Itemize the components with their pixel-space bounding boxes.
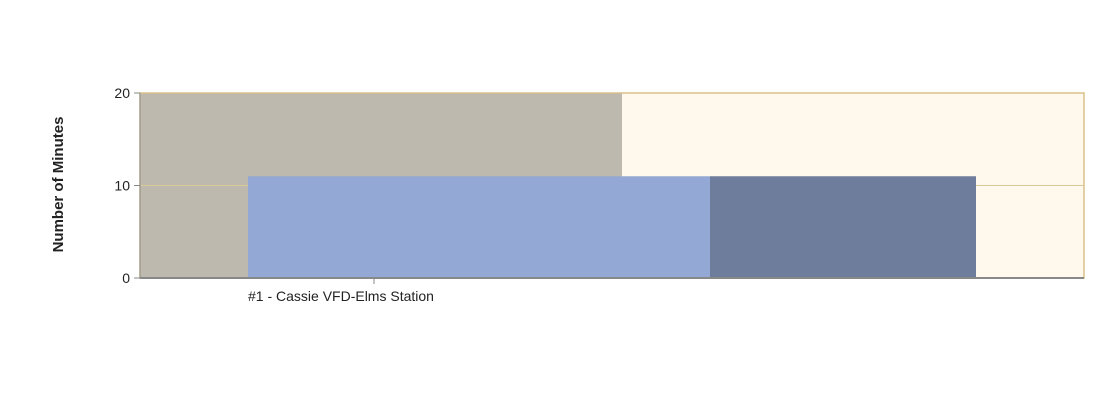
y-tick-label: 0 — [122, 270, 130, 286]
bar — [710, 176, 976, 278]
y-tick-label: 20 — [114, 85, 130, 101]
y-tick-label: 10 — [114, 178, 130, 194]
bar — [248, 176, 710, 278]
x-tick-label: #1 - Cassie VFD-Elms Station — [248, 288, 434, 304]
y-axis-label: Number of Minutes — [50, 117, 67, 253]
